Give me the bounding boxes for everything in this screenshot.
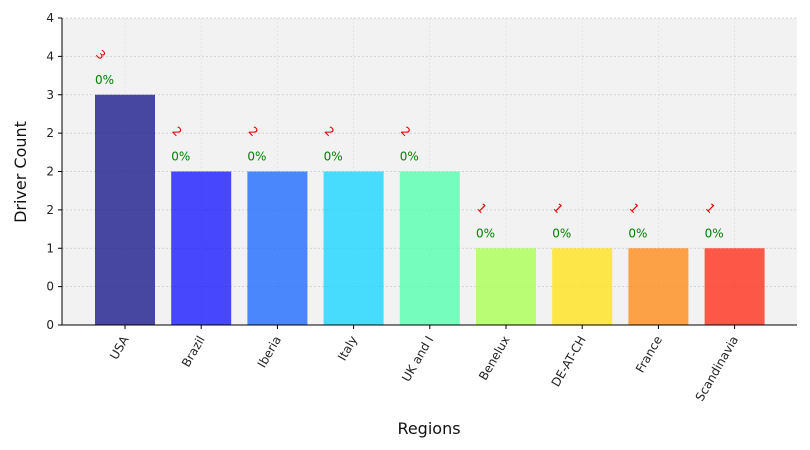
percent-label: 0% bbox=[400, 150, 419, 164]
bar-uk-and-i bbox=[399, 171, 460, 325]
x-axis-ticks: USA Brazil Iberia Italy UK and I Benelux DE-AT… bbox=[107, 325, 741, 404]
y-tick-label: 2 bbox=[46, 126, 54, 140]
bar-italy bbox=[323, 171, 384, 325]
x-tick-label: DE-AT-CH bbox=[549, 334, 589, 390]
bars bbox=[95, 94, 765, 325]
bar-iberia bbox=[247, 171, 308, 325]
bar-scandinavia bbox=[704, 248, 765, 325]
x-tick-label: Benelux bbox=[476, 334, 512, 383]
y-tick-label: 1 bbox=[46, 241, 54, 255]
percent-label: 0% bbox=[247, 150, 266, 164]
y-tick-label: 0 bbox=[46, 318, 54, 332]
x-tick-label: Iberia bbox=[255, 334, 284, 371]
y-tick-label: 2 bbox=[46, 165, 54, 179]
bar-de-at-ch bbox=[552, 248, 613, 325]
x-axis-title: Regions bbox=[397, 419, 460, 438]
percent-label: 0% bbox=[476, 226, 495, 240]
y-axis-ticks: 0 0 1 2 2 2 3 4 4 bbox=[46, 11, 62, 332]
bar-france bbox=[628, 248, 689, 325]
percent-label: 0% bbox=[95, 73, 114, 87]
x-tick-label: Brazil bbox=[179, 334, 208, 370]
percent-label: 0% bbox=[324, 150, 343, 164]
y-tick-label: 4 bbox=[46, 11, 54, 25]
y-tick-label: 2 bbox=[46, 203, 54, 217]
bar-benelux bbox=[476, 248, 536, 325]
x-tick-label: USA bbox=[107, 333, 132, 362]
x-tick-label: Italy bbox=[335, 334, 360, 364]
y-axis-title: Driver Count bbox=[11, 121, 30, 223]
percent-label: 0% bbox=[705, 226, 724, 240]
bar-usa bbox=[95, 94, 155, 325]
percent-label: 0% bbox=[628, 226, 647, 240]
y-tick-label: 3 bbox=[46, 88, 54, 102]
percent-label: 0% bbox=[171, 150, 190, 164]
y-tick-label: 4 bbox=[46, 49, 54, 63]
x-tick-label: UK and I bbox=[399, 334, 436, 385]
bar-brazil bbox=[171, 171, 232, 325]
x-tick-label: France bbox=[633, 334, 665, 376]
x-tick-label: Scandinavia bbox=[693, 334, 742, 404]
percent-label: 0% bbox=[552, 226, 571, 240]
y-tick-label: 0 bbox=[46, 280, 54, 294]
